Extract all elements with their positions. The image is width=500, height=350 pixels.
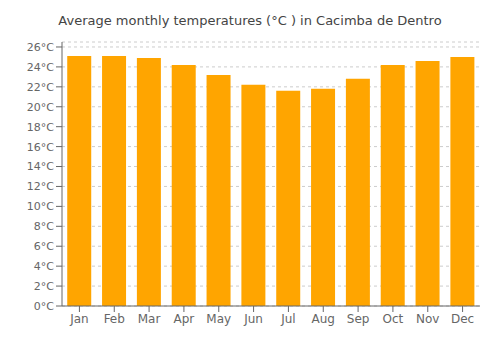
svg-text:24°C: 24°C	[27, 61, 54, 74]
svg-text:26°C: 26°C	[27, 41, 54, 54]
svg-text:10°C: 10°C	[27, 200, 54, 213]
svg-text:14°C: 14°C	[27, 160, 54, 173]
svg-text:20°C: 20°C	[27, 101, 54, 114]
svg-text:Jul: Jul	[280, 312, 295, 326]
svg-text:8°C: 8°C	[34, 220, 54, 233]
svg-text:Jun: Jun	[243, 312, 263, 326]
svg-text:May: May	[206, 312, 231, 326]
svg-text:18°C: 18°C	[27, 121, 54, 134]
svg-text:Jan: Jan	[69, 312, 89, 326]
svg-text:Dec: Dec	[451, 312, 474, 326]
svg-text:Aug: Aug	[312, 312, 335, 326]
svg-text:22°C: 22°C	[27, 81, 54, 94]
svg-text:6°C: 6°C	[34, 240, 54, 253]
html-text:Average monthly temperatures (: Average monthly temperatures (°C ) in Ca…	[58, 13, 442, 28]
svg-text:16°C: 16°C	[27, 141, 54, 154]
svg-text:4°C: 4°C	[34, 260, 54, 273]
svg-text:Sep: Sep	[347, 312, 370, 326]
svg-text:0°C: 0°C	[34, 300, 54, 313]
svg-text:12°C: 12°C	[27, 180, 54, 193]
svg-text:Nov: Nov	[416, 312, 439, 326]
svg-text:Mar: Mar	[138, 312, 161, 326]
svg-text:Apr: Apr	[174, 312, 195, 326]
svg-text:Oct: Oct	[383, 312, 404, 326]
svg-text:Feb: Feb	[104, 312, 125, 326]
svg-text:2°C: 2°C	[34, 280, 54, 293]
